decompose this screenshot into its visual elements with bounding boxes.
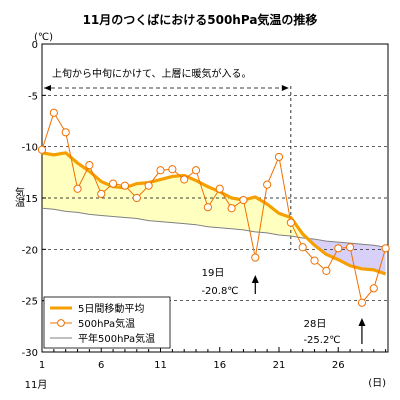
x-month-label: 11月 [25, 379, 48, 391]
cold-anomaly-fill [302, 233, 386, 274]
observed-point [120, 181, 130, 190]
low1-arrow-head [251, 275, 259, 283]
observed-point [345, 243, 355, 252]
observed-point [97, 189, 106, 198]
x-tick-label: 11 [154, 360, 167, 371]
observed-point [322, 266, 331, 275]
y-tick-label: -20 [22, 245, 38, 256]
low2-day-label: 28日 [304, 319, 327, 330]
y-axis-label: 気温 [13, 186, 25, 207]
x-tick-label: 6 [98, 360, 104, 371]
legend-observed-marker-icon [57, 319, 65, 327]
observed-point [168, 165, 177, 174]
chart-title: 11月のつくばにおける500hPa気温の推移 [83, 12, 318, 27]
low1-value-label: -20.8℃ [201, 286, 238, 297]
observed-point [61, 128, 70, 137]
observed-point [156, 166, 165, 175]
observed-point [215, 184, 224, 193]
x-unit-label: (日) [368, 378, 386, 389]
observed-point [298, 243, 307, 252]
legend-observed-label: 500hPa気温 [78, 317, 135, 330]
observed-point [263, 180, 272, 189]
observed-point [251, 253, 260, 262]
y-tick-label: -15 [22, 194, 38, 205]
observed-point [49, 108, 58, 117]
warm-anomaly-fill [42, 152, 303, 239]
observed-point [73, 184, 82, 193]
y-tick-label: -10 [22, 143, 38, 154]
legend-moving-avg-label: 5日間移動平均 [78, 302, 144, 315]
legend: 5日間移動平均 500hPa気温 平年500hPa気温 [43, 296, 171, 349]
x-tick-label: 21 [273, 360, 286, 371]
period-arrow-right-head [281, 85, 289, 91]
y-tick-label: -30 [22, 348, 38, 359]
y-tick-label: 0 [32, 40, 38, 51]
observed-point [85, 161, 94, 170]
y-unit-label: (℃) [34, 32, 53, 43]
observed-point [132, 193, 141, 203]
observed-point [227, 204, 236, 213]
observed-point [286, 218, 295, 227]
observed-point [144, 181, 153, 190]
low2-value-label: -25.2℃ [303, 335, 340, 346]
x-tick-label: 26 [332, 360, 345, 371]
period-arrow-left-head [44, 85, 51, 91]
observed-point [37, 145, 47, 154]
observed-series-line [41, 111, 387, 304]
legend-normal-label: 平年500hPa気温 [78, 332, 155, 345]
observed-point [310, 256, 319, 265]
low1-day-label: 19日 [202, 268, 225, 279]
x-tick-label: 1 [39, 360, 45, 371]
observed-point [180, 175, 189, 184]
observed-point [369, 284, 378, 293]
x-tick-label: 16 [213, 360, 226, 371]
moving-avg-series-line [41, 151, 387, 276]
y-tick-label: -25 [22, 297, 38, 308]
observed-point [274, 152, 284, 162]
period-annotation: 上旬から中旬にかけて、上層に暖気が入る。 [52, 67, 252, 80]
observed-point [357, 298, 367, 307]
observed-point [203, 203, 212, 212]
observed-point [108, 179, 118, 188]
normal-series-line [41, 207, 386, 248]
low2-arrow-head [358, 318, 366, 326]
observed-point [239, 195, 248, 205]
y-tick-label: -5 [28, 91, 38, 102]
plot-area: 0-5-10-15-20-25-301 6 11 16 21 26 [22, 40, 390, 371]
observed-point [381, 244, 390, 253]
observed-point [191, 166, 201, 175]
observed-point [334, 244, 343, 253]
